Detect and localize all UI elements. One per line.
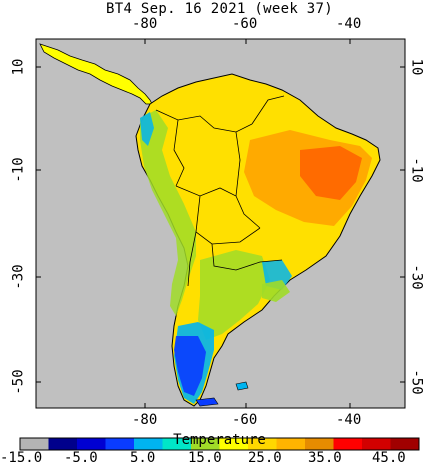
colorbar-label: Temperature	[173, 432, 266, 448]
lat-tick-right-1: 10	[408, 58, 425, 76]
lat-tick-right-3: -30	[408, 264, 425, 290]
colorbar-tick-7: 45.0	[372, 450, 406, 466]
land-central-america	[39, 43, 153, 105]
lat-tick-left-4: -50	[10, 369, 27, 395]
lon-tick-bottom-1: -80	[132, 412, 158, 428]
lon-tick-top-1: -80	[132, 16, 158, 32]
frame-ticks	[36, 39, 405, 408]
lat-tick-right-2: -10	[408, 157, 425, 183]
lon-tick-top-3: -40	[336, 16, 362, 32]
colorbar-tick-6: 35.0	[308, 450, 342, 466]
region-andes-cool	[140, 110, 196, 316]
land-tierra-del-fuego	[195, 397, 219, 407]
colorbar-tick-3: 5.0	[130, 450, 156, 466]
region-south-cool	[198, 250, 270, 340]
lon-tick-bottom-2: -60	[232, 412, 258, 428]
lat-tick-left-3: -30	[10, 264, 27, 290]
region-andes-cold	[140, 112, 154, 146]
region-patagonia-coldest	[174, 336, 206, 396]
colorbar-tick-1: -15.0	[0, 450, 43, 466]
colorbar-tick-2: -5.0	[64, 450, 98, 466]
country-borders	[155, 95, 285, 287]
region-very-hot	[300, 146, 362, 200]
lat-tick-right-4: -50	[408, 369, 425, 395]
lat-tick-left-1: 10	[10, 58, 27, 76]
land-falklands	[235, 381, 249, 391]
region-uruguay	[262, 280, 290, 302]
colorbar-tick-4: 15.0	[188, 450, 222, 466]
lat-tick-left-2: -10	[10, 157, 27, 183]
map-title: BT4 Sep. 16 2021 (week 37)	[106, 1, 333, 17]
lon-tick-top-2: -60	[232, 16, 258, 32]
colorbar-tick-5: 25.0	[248, 450, 282, 466]
lon-tick-bottom-3: -40	[336, 412, 362, 428]
